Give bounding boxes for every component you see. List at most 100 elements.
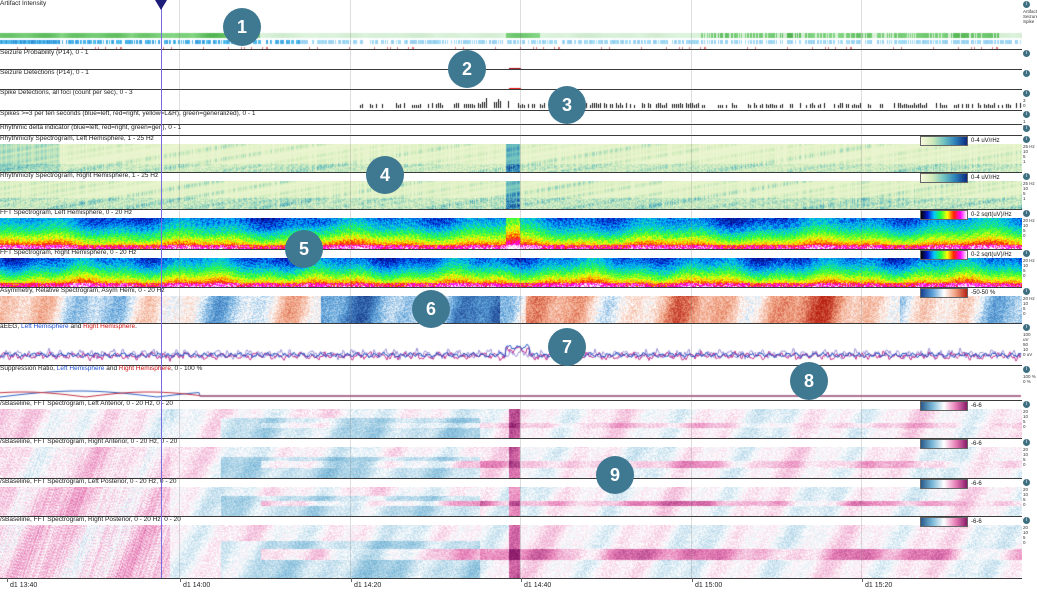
track-side-panel: i 20 10 5 0 — [1023, 479, 1037, 507]
track-scale-label: 5 — [1023, 191, 1026, 196]
colorbar-range: 0-4 uV/rHz — [971, 137, 1000, 144]
track-info-icon[interactable]: i — [1023, 173, 1030, 180]
track-scale-label: 0 % — [1023, 379, 1031, 384]
track-fft_left[interactable]: FFT Spectrogram, Left Hemisphere, 0 - 20… — [0, 209, 1022, 250]
track-info-icon[interactable]: i — [1023, 479, 1030, 486]
track-side-panel: i 20 Hz 10 5 0 — [1023, 210, 1037, 238]
track-rhythmic_delta[interactable]: Rhythmic delta indicator (blue=left, red… — [0, 124, 1022, 136]
track-info-icon[interactable]: i — [1023, 70, 1030, 77]
colorbar-range: -6-6 — [971, 518, 982, 525]
track-label-text: Rhythmic delta indicator (blue=left, red… — [0, 124, 182, 131]
track-label: Spikes >=3 per ten seconds (blue=left, r… — [0, 110, 255, 118]
track-side-panel: i 20 Hz 10 5 0 — [1023, 250, 1037, 278]
track-label-and: and — [68, 323, 84, 330]
callout-badge-2: 2 — [448, 50, 486, 88]
track-label-right: Right Hemisphere — [118, 365, 171, 372]
track-info-icon[interactable]: i — [1023, 288, 1030, 295]
track-fft_left-plot — [0, 218, 1022, 249]
track-side-panel: i 100 uV 50 10 0 uV — [1023, 324, 1037, 357]
track-spike_det-plot — [0, 98, 1022, 110]
track-seizure_det[interactable]: Seizure Detections (P14), 0 - 1 — [0, 69, 1022, 90]
track-label: Rhythmic delta indicator (blue=left, red… — [0, 124, 181, 132]
track-side-panel: i 100 % 0 % — [1023, 366, 1037, 384]
track-label-text: /sBaseline, FFT Spectrogram, Left Poster… — [0, 478, 177, 485]
track-scale-label: 0 — [1023, 502, 1026, 507]
colorbar-gradient — [920, 438, 968, 449]
track-aeeg[interactable]: aEEG, Left Hemisphere and Right Hemisphe… — [0, 323, 1022, 366]
time-axis: d1 13:40 d1 14:00 d1 14:20 d1 14:40 d1 15:00… — [0, 578, 1037, 593]
track-bl_la[interactable]: /sBaseline, FFT Spectrogram, Left Anteri… — [0, 400, 1022, 439]
track-rhy_left[interactable]: Rhythmicity Spectrogram, Left Hemisphere… — [0, 135, 1022, 173]
track-label-text: Rhythmicity Spectrogram, Left Hemisphere… — [0, 135, 154, 142]
time-tick-label: d1 15:20 — [861, 578, 893, 589]
track-info-icon[interactable]: i — [1023, 517, 1030, 524]
callout-badge-7: 7 — [548, 328, 586, 366]
track-bl_rp-plot — [0, 525, 1022, 578]
track-info-icon[interactable]: i — [1023, 366, 1030, 373]
colorbar-range: 0-2 sqrt(uV)/Hz — [971, 251, 1012, 258]
track-info-icon[interactable]: i — [1023, 125, 1030, 132]
track-scale-label: 0 — [1023, 540, 1026, 545]
track-bl_lp[interactable]: /sBaseline, FFT Spectrogram, Left Poster… — [0, 478, 1022, 517]
track-scale-label: 0 — [1023, 273, 1026, 278]
track-info-icon[interactable]: i — [1023, 111, 1030, 118]
track-label-text: /sBaseline, FFT Spectrogram, Right Anter… — [0, 438, 178, 445]
track-bl_rp[interactable]: /sBaseline, FFT Spectrogram, Right Poste… — [0, 516, 1022, 579]
colorbar-range: -6-6 — [971, 440, 982, 447]
time-cursor-handle[interactable] — [155, 0, 167, 10]
colorbar-gradient — [920, 172, 968, 183]
track-scale-label: 0 — [1023, 103, 1026, 108]
track-side-panel: i — [1023, 125, 1037, 133]
track-bl_ra[interactable]: /sBaseline, FFT Spectrogram, Right Anter… — [0, 438, 1022, 479]
track-info-icon[interactable]: i — [1023, 136, 1030, 143]
track-seizure_prob[interactable]: Seizure Probability (P14), 0 - 1 — [0, 49, 1022, 70]
time-tick-label: d1 14:00 — [179, 578, 211, 589]
callout-badge-5: 5 — [285, 230, 323, 268]
track-scale-label: 50 — [1023, 342, 1029, 347]
track-info-icon[interactable]: i — [1023, 250, 1030, 257]
track-spike_det[interactable]: Spike Detections, all foci (count per se… — [0, 89, 1022, 111]
track-fft_right[interactable]: FFT Spectrogram, Right Hemisphere, 0 - 2… — [0, 249, 1022, 288]
track-label: Seizure Detections (P14), 0 - 1 — [0, 69, 89, 77]
time-tick-label: d1 13:40 — [6, 578, 38, 589]
colorbar-asym: -50-50 % — [920, 287, 995, 298]
callout-badge-1: 1 — [223, 8, 261, 46]
track-bl_ra-plot — [0, 447, 1022, 478]
track-artifact[interactable]: Artifact Intensity — [0, 0, 1022, 50]
track-label: Suppression Ratio, Left Hemisphere and R… — [0, 365, 202, 373]
track-label-left: Left Hemisphere — [56, 365, 105, 372]
track-label-text: /sBaseline, FFT Spectrogram, Left Anteri… — [0, 400, 173, 407]
track-info-icon[interactable]: i — [1023, 50, 1030, 57]
colorbar-range: 0-2 sqrt(uV)/Hz — [971, 211, 1012, 218]
track-spikes10[interactable]: Spikes >=3 per ten seconds (blue=left, r… — [0, 110, 1022, 125]
colorbar-gradient — [920, 516, 968, 527]
callout-badge-4: 4 — [366, 156, 404, 194]
track-asym[interactable]: Asymmetry, Relative Spectrogram, Asym He… — [0, 287, 1022, 324]
track-info-icon[interactable]: i — [1023, 439, 1030, 446]
track-label: /sBaseline, FFT Spectrogram, Left Poster… — [0, 478, 177, 486]
track-scale-label: Artifact — [1023, 9, 1037, 14]
track-label-right: Right Hemisphere — [83, 323, 136, 330]
track-seizure_det-plot — [0, 78, 1022, 89]
track-scale-label: 1 — [1023, 119, 1026, 124]
track-info-icon[interactable]: i — [1023, 210, 1030, 217]
track-rhy_right-plot — [0, 181, 1022, 209]
track-info-icon[interactable]: i — [1023, 1, 1030, 8]
track-info-icon[interactable]: i — [1023, 401, 1030, 408]
colorbar-rhy_left: 0-4 uV/rHz — [920, 135, 1000, 146]
track-info-icon[interactable]: i — [1023, 324, 1030, 331]
track-label: Rhythmicity Spectrogram, Right Hemispher… — [0, 172, 158, 180]
track-scale-label: 5 — [1023, 535, 1026, 540]
track-scale-label: 20 Hz — [1023, 258, 1035, 263]
time-cursor-line[interactable] — [161, 0, 162, 578]
colorbar-gradient — [920, 209, 968, 220]
track-rhy_right[interactable]: Rhythmicity Spectrogram, Right Hemispher… — [0, 172, 1022, 210]
track-side-panel: i 25 Hz 10 5 1 — [1023, 136, 1037, 164]
track-scale-label: 25 Hz — [1023, 181, 1035, 186]
track-info-icon[interactable]: i — [1023, 90, 1030, 97]
track-supp[interactable]: Suppression Ratio, Left Hemisphere and R… — [0, 365, 1022, 401]
callout-badge-9: 9 — [596, 456, 634, 494]
track-scale-label: 10 — [1023, 186, 1029, 191]
